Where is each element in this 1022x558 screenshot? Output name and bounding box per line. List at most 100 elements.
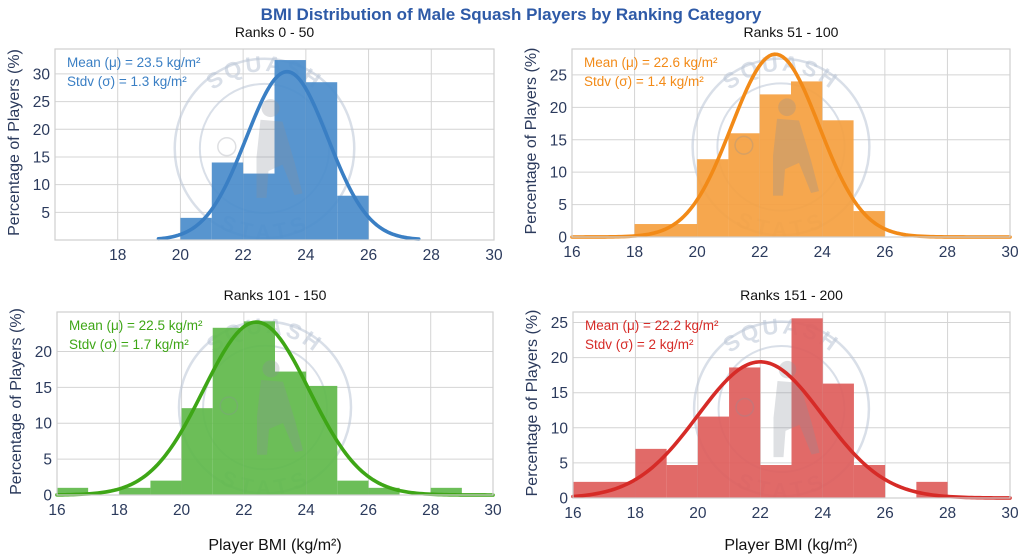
stdv-annotation: Stdv (σ) = 2 kg/m² (585, 337, 694, 352)
x-tick-label: 16 (564, 505, 581, 522)
x-tick-label: 22 (235, 502, 252, 519)
plot-frame (56, 311, 494, 496)
x-tick-label: 24 (298, 502, 316, 519)
y-tick-label: 15 (33, 149, 50, 166)
histogram-bar (243, 173, 275, 240)
stdv-annotation: Stdv (σ) = 1.4 kg/m² (584, 74, 704, 89)
watermark-text-top: SQUASH (718, 313, 844, 357)
histogram-bar (728, 133, 760, 237)
histogram-bar (791, 81, 823, 238)
histogram-bar (822, 383, 854, 498)
x-tick-label: 20 (689, 505, 707, 522)
x-tick-label: 28 (423, 247, 440, 264)
y-tick-label: 5 (558, 197, 567, 214)
y-tick-label: 10 (35, 416, 53, 433)
histogram-bar (180, 217, 212, 240)
y-tick-label: 5 (43, 452, 52, 469)
x-tick-label: 30 (1001, 505, 1019, 522)
histogram-bar (822, 120, 854, 237)
histogram-bar (275, 371, 307, 495)
y-axis-label: Percentage of Players (%) (6, 49, 23, 236)
x-tick-label: 20 (689, 244, 707, 261)
panel-ranks-0-50: Ranks 0 - 50SQUASHSTATS18202224262830510… (6, 24, 503, 264)
y-tick-label: 5 (559, 455, 568, 472)
histogram-bar (305, 82, 338, 240)
y-tick-label: 10 (550, 165, 568, 182)
x-tick-label: 16 (48, 502, 65, 519)
panel-subtitle: Ranks 0 - 50 (235, 24, 315, 40)
stdv-annotation: Stdv (σ) = 1.7 kg/m² (69, 337, 189, 352)
mean-annotation: Mean (μ) = 22.6 kg/m² (584, 55, 718, 70)
y-tick-label: 20 (35, 344, 53, 361)
histogram-bar (274, 60, 306, 240)
panel-subtitle: Ranks 51 - 100 (744, 24, 839, 40)
watermark-player-icon (735, 360, 820, 458)
stdv-annotation: Stdv (σ) = 1.3 kg/m² (67, 74, 187, 89)
x-tick-label: 22 (752, 505, 769, 522)
y-tick-label: 0 (559, 491, 568, 508)
histogram-bar (337, 195, 369, 240)
y-axis-label: Percentage of Players (%) (523, 48, 540, 235)
x-tick-label: 26 (877, 505, 894, 522)
y-tick-label: 25 (550, 67, 567, 84)
y-tick-label: 5 (41, 205, 50, 222)
x-tick-label: 26 (876, 244, 893, 261)
y-axis-label: Percentage of Players (%) (8, 308, 25, 495)
x-tick-label: 30 (484, 502, 502, 519)
x-tick-label: 26 (360, 247, 377, 264)
histogram-bar (760, 465, 792, 498)
panel-ranks-151-200: Ranks 151 - 200SQUASHSTATS16182022242628… (524, 287, 1019, 522)
y-tick-label: 0 (43, 488, 52, 505)
x-tick-label: 28 (939, 505, 956, 522)
y-tick-label: 15 (35, 380, 52, 397)
plot-frame (54, 48, 495, 241)
histogram-bar (430, 487, 462, 495)
histogram-bar (666, 465, 698, 498)
x-tick-label: 30 (1001, 244, 1019, 261)
normal-fit-curve (156, 69, 421, 241)
panel-ranks-51-100: Ranks 51 - 100SQUASHSTATS161820222426283… (523, 24, 1019, 261)
x-tick-label: 22 (235, 247, 252, 264)
y-tick-label: 0 (558, 230, 567, 247)
histogram-bar (212, 327, 244, 495)
panel-subtitle: Ranks 101 - 150 (224, 287, 327, 303)
x-tick-label: 20 (172, 247, 190, 264)
watermark-player-icon (219, 360, 303, 455)
mean-annotation: Mean (μ) = 23.5 kg/m² (67, 55, 201, 70)
histogram-bar (150, 480, 182, 495)
y-tick-label: 15 (550, 132, 567, 149)
histogram-bar (853, 211, 885, 237)
histogram-bar (697, 416, 730, 498)
y-axis-label: Percentage of Players (%) (524, 310, 541, 497)
watermark-player-icon (217, 99, 303, 198)
panel-ranks-101-150: Ranks 101 - 150SQUASHSTATS16182022242628… (8, 287, 502, 519)
mean-annotation: Mean (μ) = 22.2 kg/m² (585, 318, 719, 333)
x-tick-label: 18 (626, 244, 643, 261)
x-tick-label: 16 (563, 244, 580, 261)
x-tick-label: 18 (109, 247, 126, 264)
y-tick-label: 20 (551, 350, 569, 367)
plot-frame (571, 48, 1011, 238)
histogram-bar (306, 385, 338, 495)
y-tick-label: 10 (33, 177, 51, 194)
x-tick-label: 20 (173, 502, 191, 519)
x-tick-label: 24 (814, 244, 832, 261)
y-tick-label: 10 (551, 420, 569, 437)
watermark-player-icon (734, 98, 819, 196)
x-tick-label: 18 (111, 502, 128, 519)
x-axis-label-right: Player BMI (kg/m²) (724, 537, 857, 554)
histogram-bar (729, 367, 761, 498)
y-tick-label: 15 (551, 385, 568, 402)
y-tick-label: 25 (551, 315, 568, 332)
mean-annotation: Mean (μ) = 22.5 kg/m² (69, 318, 203, 333)
x-tick-label: 24 (814, 505, 832, 522)
panel-subtitle: Ranks 151 - 200 (740, 287, 843, 303)
x-tick-label: 30 (485, 247, 503, 264)
y-tick-label: 25 (33, 94, 50, 111)
x-tick-label: 26 (360, 502, 377, 519)
histogram-bar (337, 480, 369, 495)
y-tick-label: 30 (33, 66, 51, 83)
y-tick-label: 20 (550, 100, 568, 117)
x-tick-label: 24 (297, 247, 315, 264)
